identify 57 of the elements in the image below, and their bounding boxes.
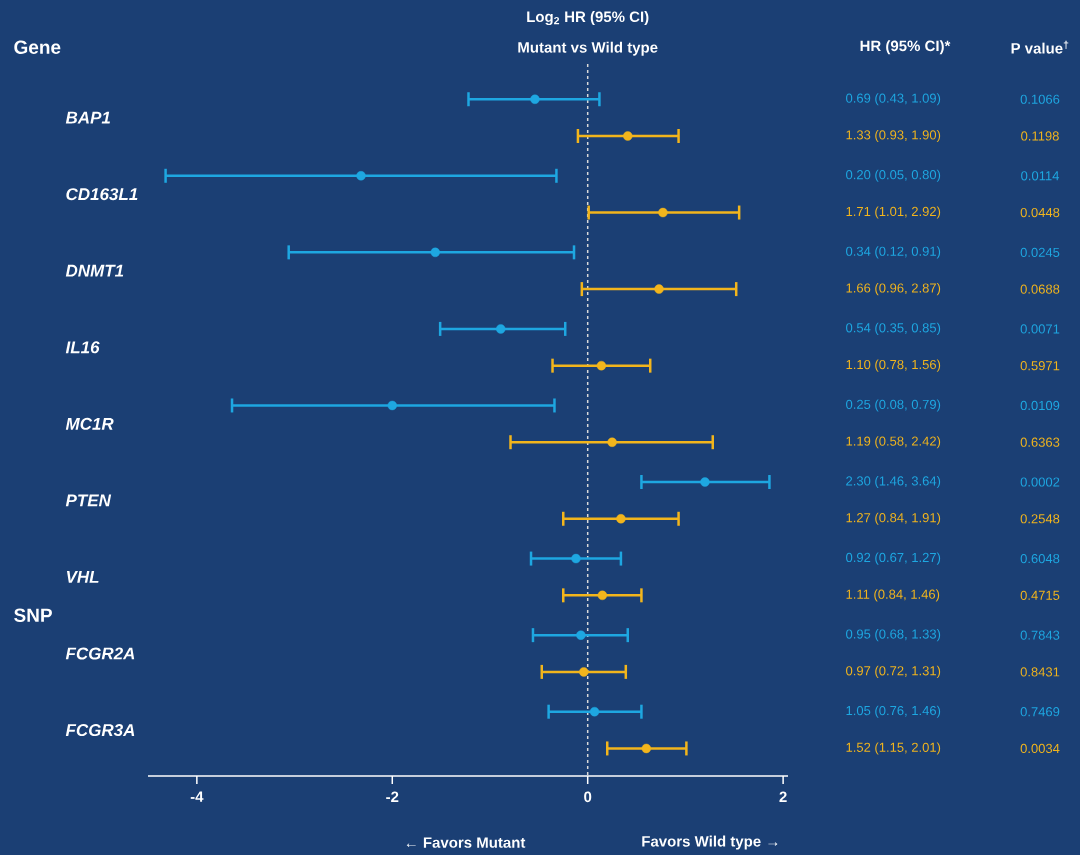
- text: 1.19 (0.58, 2.42): [846, 436, 941, 449]
- text: 0.0114: [1021, 171, 1060, 181]
- text: 1.71 (1.01, 2.92): [846, 206, 941, 219]
- y-tick-label: BAP1: [65, 111, 110, 124]
- text: HR (95% CI)*: [860, 40, 951, 55]
- text: 0.4715: [1020, 590, 1060, 600]
- text: 0.0034: [1020, 743, 1060, 754]
- text: 0.34 (0.12, 0.91): [846, 246, 941, 259]
- y-tick-label: FCGR3A: [65, 724, 135, 737]
- x-tick-label: -4: [190, 791, 204, 802]
- text: 0.95 (0.68, 1.33): [846, 629, 941, 642]
- y-tick-label: VHL: [66, 571, 99, 583]
- text: Favors Wild type →: [642, 835, 778, 850]
- text: 0.25 (0.08, 0.79): [846, 399, 941, 412]
- y-tick-label: MC1R: [65, 417, 114, 430]
- text: 0.20 (0.05, 0.80): [846, 169, 941, 182]
- y-tick-label: IL16: [65, 341, 100, 354]
- text: 0.69 (0.43, 1.09): [846, 93, 941, 106]
- chart-title: Log$_{2}$ HR (95% CI): [527, 11, 649, 26]
- text: 0.0109: [1020, 400, 1060, 411]
- text: P value$^{†}$: [1011, 40, 1069, 54]
- x-tick-label: -2: [386, 791, 399, 803]
- text: Gene: [14, 40, 61, 54]
- y-tick-label: DNMT1: [65, 264, 124, 277]
- x-tick-label: 2: [779, 791, 787, 803]
- text: 0.97 (0.72, 1.31): [846, 665, 941, 678]
- text: 1.11 (0.84, 1.46): [846, 589, 940, 602]
- text: 1.52 (1.15, 2.01): [846, 742, 941, 755]
- text: 0.0245: [1020, 247, 1060, 257]
- text: 0.6363: [1020, 437, 1060, 447]
- text: 0.7843: [1020, 630, 1060, 640]
- text: ← Favors Mutant: [406, 837, 526, 848]
- text: SNP: [14, 608, 52, 622]
- y-tick-label: FCGR2A: [65, 647, 135, 660]
- x-tick-label: 0: [584, 791, 592, 803]
- text: 0.0448: [1020, 207, 1060, 218]
- text: 0.92 (0.67, 1.27): [846, 552, 941, 565]
- text: 0.8431: [1020, 667, 1060, 677]
- text: 0.2548: [1020, 514, 1060, 524]
- text: 2.30 (1.46, 3.64): [846, 475, 941, 489]
- text: 0.7469: [1020, 707, 1060, 717]
- text: 0.0002: [1020, 477, 1060, 487]
- text: 1.27 (0.84, 1.91): [846, 512, 941, 525]
- text: 1.10 (0.78, 1.56): [846, 359, 941, 372]
- text: 0.0688: [1020, 284, 1060, 294]
- text: 0.5971: [1020, 361, 1060, 371]
- text: 0.1066: [1020, 94, 1060, 104]
- chart-subtitle: Mutant vs Wild type: [518, 41, 658, 56]
- text: 0.1198: [1021, 131, 1059, 141]
- text: 1.05 (0.76, 1.46): [846, 705, 941, 718]
- text: 0.0071: [1020, 324, 1060, 334]
- text: 0.54 (0.35, 0.85): [846, 322, 941, 335]
- text: 0.6048: [1020, 553, 1060, 564]
- text: 1.66 (0.96, 2.87): [846, 283, 941, 296]
- text: 1.33 (0.93, 1.90): [846, 129, 941, 143]
- y-tick-label: CD163L1: [66, 188, 138, 201]
- y-tick-label: PTEN: [65, 494, 112, 507]
